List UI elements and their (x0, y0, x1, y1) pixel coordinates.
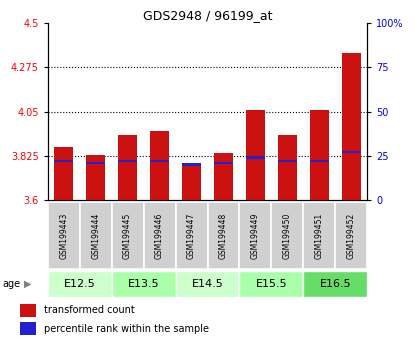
Text: E13.5: E13.5 (128, 279, 159, 289)
Text: GSM199449: GSM199449 (251, 212, 260, 259)
Bar (310, 160, 329, 162)
Bar (342, 151, 361, 154)
Bar (335, 202, 367, 269)
Bar (144, 202, 176, 269)
Text: percentile rank within the sample: percentile rank within the sample (44, 324, 209, 334)
Bar (86, 155, 105, 200)
Bar (48, 271, 112, 297)
Bar (112, 202, 144, 269)
Text: GSM199451: GSM199451 (315, 212, 324, 258)
Bar (214, 161, 233, 164)
Text: GSM199450: GSM199450 (283, 212, 292, 259)
Bar (271, 202, 303, 269)
Bar (20, 304, 36, 317)
Bar (20, 322, 36, 335)
Bar (150, 160, 169, 162)
Bar (278, 160, 297, 162)
Bar (118, 160, 137, 162)
Text: GSM199444: GSM199444 (91, 212, 100, 259)
Bar (303, 271, 367, 297)
Title: GDS2948 / 96199_at: GDS2948 / 96199_at (143, 9, 272, 22)
Bar (176, 202, 208, 269)
Bar (342, 52, 361, 200)
Text: E12.5: E12.5 (64, 279, 95, 289)
Bar (208, 202, 239, 269)
Bar (80, 202, 112, 269)
Text: GSM199443: GSM199443 (59, 212, 68, 259)
Text: GSM199447: GSM199447 (187, 212, 196, 259)
Text: E14.5: E14.5 (192, 279, 223, 289)
Text: transformed count: transformed count (44, 306, 134, 315)
Bar (176, 271, 239, 297)
Bar (239, 271, 303, 297)
Bar (86, 161, 105, 164)
Bar (303, 202, 335, 269)
Bar (182, 164, 201, 200)
Bar (118, 135, 137, 200)
Text: GSM199446: GSM199446 (155, 212, 164, 259)
Text: GSM199445: GSM199445 (123, 212, 132, 259)
Bar (214, 153, 233, 200)
Bar (239, 202, 271, 269)
Bar (246, 109, 265, 200)
Bar (182, 163, 201, 166)
Bar (150, 131, 169, 200)
Text: ▶: ▶ (24, 279, 32, 289)
Text: E15.5: E15.5 (256, 279, 287, 289)
Bar (112, 271, 176, 297)
Bar (310, 109, 329, 200)
Text: age: age (2, 279, 20, 289)
Text: GSM199452: GSM199452 (347, 212, 356, 258)
Bar (54, 160, 73, 162)
Text: E16.5: E16.5 (320, 279, 351, 289)
Bar (54, 147, 73, 200)
Bar (246, 156, 265, 159)
Bar (48, 202, 80, 269)
Text: GSM199448: GSM199448 (219, 212, 228, 258)
Bar (278, 135, 297, 200)
